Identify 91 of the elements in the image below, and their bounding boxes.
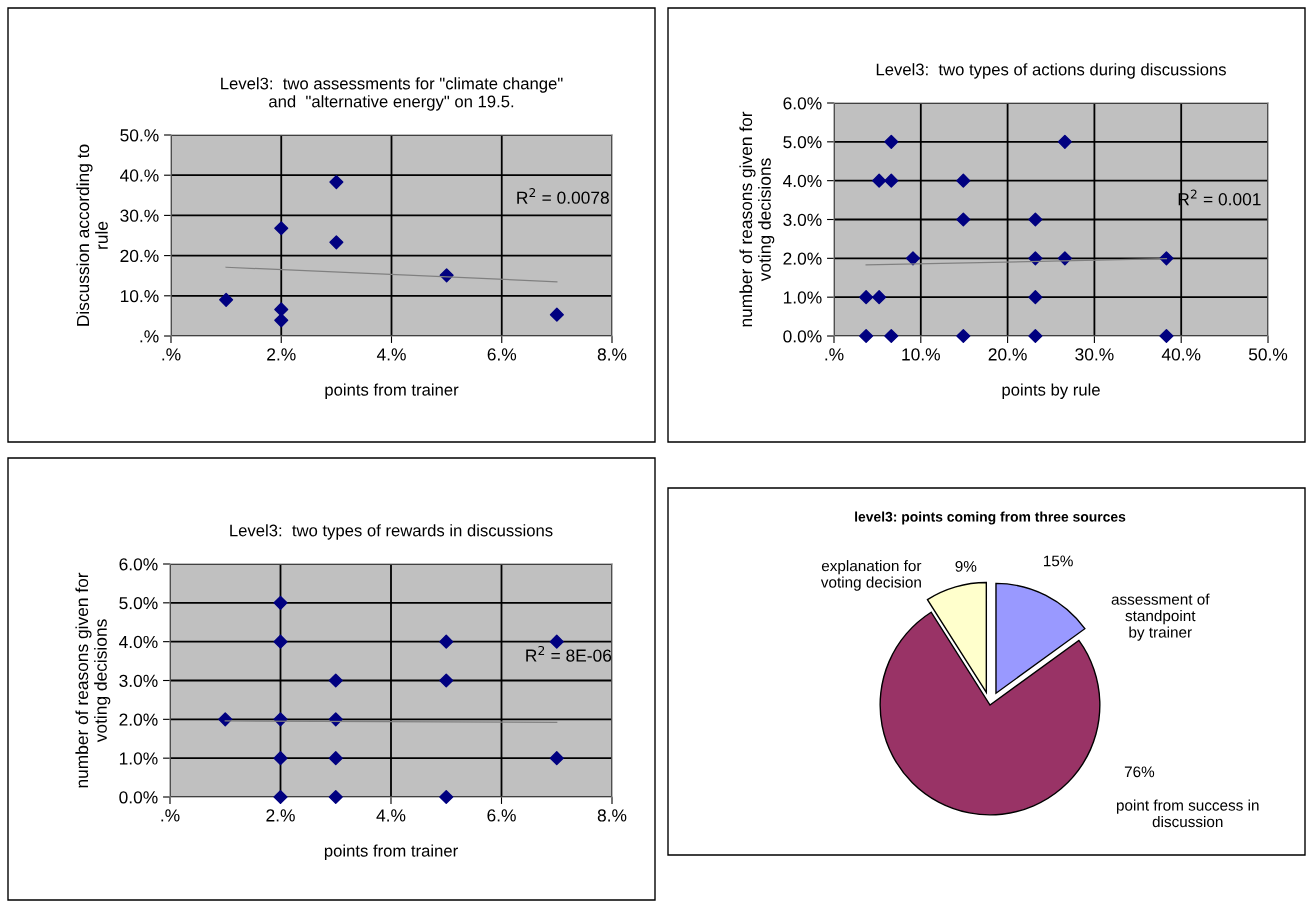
y-tick-label: 40.% [120,169,159,182]
y-tick-label: 4.0% [783,174,822,188]
y-tick-label: 1.0% [119,752,158,765]
chart-title: Level3: two types of rewards in discussions [230,524,553,540]
x-tick-label: 20.% [988,348,1027,361]
point [274,221,289,236]
slice-label: assessment of standpoint by trainer [1111,593,1210,641]
x-tick-label: .% [162,348,181,361]
y-tick-label: 0.0% [119,791,158,804]
point [1028,290,1043,305]
slice-label: point from success in discussion [1116,799,1259,828]
point [549,751,564,766]
y-tick-label: 3.0% [783,213,822,226]
x-tick-label: 2.% [267,348,296,361]
y-tick-label: 6.0% [783,97,822,110]
y-tick-label: 0.0% [783,330,822,343]
point [273,751,288,766]
point [884,328,899,344]
point [859,328,874,344]
y-tick-label: 50.% [120,129,159,142]
x-tick-label: 30.% [1075,348,1114,361]
point [439,789,454,805]
x-tick-label: 40.% [1161,348,1201,361]
x-tick-label: 50.% [1248,348,1288,361]
annotation: R$^{2}$ = 0.0078 [517,188,609,204]
y-tick-label: 20.% [120,249,159,263]
point [956,212,971,227]
point [1159,328,1174,344]
y-axis-title: Discussion according to rule [76,144,108,326]
point [439,634,454,649]
chart-title: Level3: two types of actions during discussions [876,63,1226,79]
point [273,634,288,649]
point [956,173,971,188]
y-tick-label: 3.0% [119,674,158,687]
point [328,673,343,688]
x-axis-title: points from trainer [325,383,459,399]
y-axis-title: number of reasons given for voting decisions [75,572,111,788]
y-tick-label: 10.% [120,289,159,303]
x-tick-label: 8.% [597,809,627,822]
point [274,313,289,328]
point [1057,134,1072,149]
point [439,673,454,688]
y-tick-label: 6.0% [119,558,158,571]
point [1028,212,1043,227]
point [274,302,289,317]
data-label: 76% [1124,766,1155,778]
x-tick-label: 4.% [376,809,406,822]
y-tick-label: .% [140,330,159,343]
x-tick-label: 8.% [597,348,627,361]
x-tick-label: 4.% [376,348,406,361]
point [328,751,343,766]
x-axis-title: points by rule [1002,383,1100,399]
data-label: 15% [1043,555,1073,567]
chart-title: level3: points coming from three sources [855,511,1126,525]
y-tick-label: 5.0% [119,597,158,610]
point [1028,251,1043,266]
x-tick-label: 2.% [266,809,295,822]
point [872,290,887,305]
point [884,173,899,188]
x-axis-title: points from trainer [324,844,458,860]
x-tick-label: 10.% [902,348,940,361]
point [328,789,343,805]
x-tick-label: 6.% [487,348,517,361]
y-tick-label: 4.0% [119,635,158,649]
data-label: 9% [955,560,977,572]
annotation: R$^{2}$ = 8E-06 [526,645,612,662]
y-tick-label: 30.% [120,209,159,222]
point [549,307,564,322]
point [859,290,874,305]
point [273,595,288,610]
slice-label: explanation for voting decision [820,560,922,591]
point [273,789,288,805]
y-tick-label: 2.0% [783,252,822,265]
point [549,634,564,649]
point [329,174,344,190]
x-tick-label: .% [825,348,844,361]
point [329,235,344,250]
chart-title: Level3: two assessments for "climate change" and "alternative energy" on 19.5. [221,77,563,111]
point [219,292,234,307]
point [1159,251,1174,266]
x-tick-label: 6.% [487,809,516,822]
y-tick-label: 5.0% [783,136,822,149]
point [1028,328,1043,344]
y-tick-label: 1.0% [783,291,822,304]
point [872,173,887,188]
y-tick-label: 2.0% [119,713,158,726]
point [905,251,921,266]
point [956,328,971,344]
point [884,134,899,149]
y-axis-title: number of reasons given for voting decisions [739,111,775,327]
x-tick-label: .% [161,809,180,822]
